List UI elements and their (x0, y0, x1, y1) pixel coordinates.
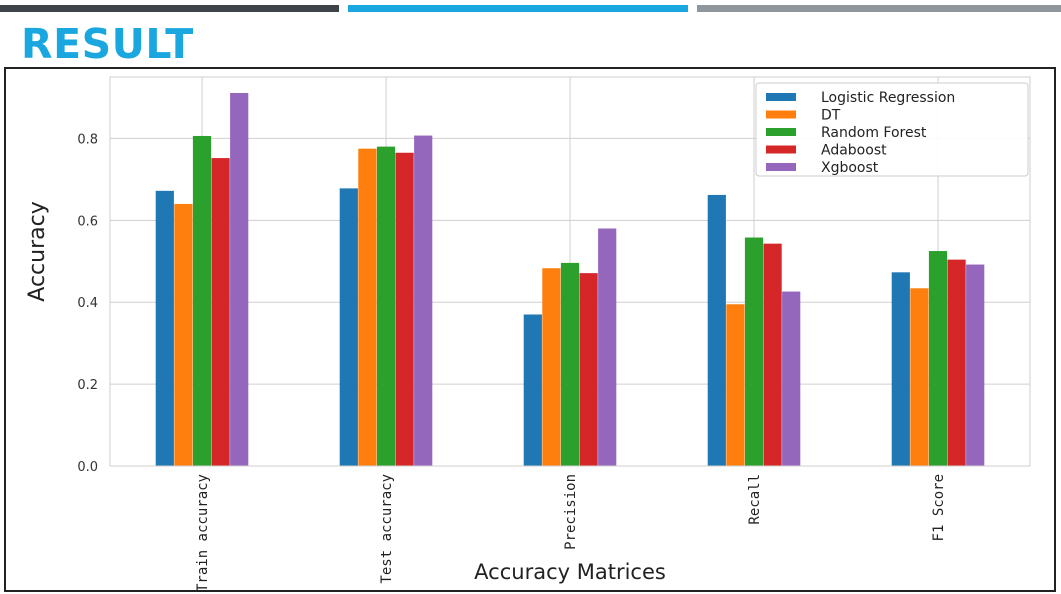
y-tick-label: 0.4 (77, 296, 98, 311)
legend-label: DT (821, 108, 841, 124)
bar-dt (910, 288, 929, 466)
x-axis-label: Accuracy Matrices (474, 560, 666, 584)
bar-adaboost (947, 259, 966, 466)
y-tick-label: 0.0 (77, 460, 98, 475)
bar-adaboost (395, 152, 414, 466)
x-tick-label: Train accuracy (195, 474, 211, 590)
x-tick-label: Test accuracy (379, 474, 395, 584)
bar-logistic-regression (707, 194, 726, 467)
legend-label: Xgboost (821, 160, 879, 176)
x-tick-label: F1 Score (931, 474, 947, 541)
bar-dt (542, 268, 561, 466)
header-accent-bar-gray (697, 5, 1061, 12)
bar-random-forest (744, 237, 764, 466)
bar-xgboost (598, 228, 617, 466)
legend-swatch (766, 163, 796, 171)
bar-xgboost (966, 264, 985, 466)
bar-random-forest (376, 146, 396, 466)
y-tick-label: 0.8 (77, 132, 98, 147)
legend-swatch (766, 145, 796, 154)
legend-swatch (766, 93, 796, 101)
bar-adaboost (763, 243, 782, 466)
header-accent-bar-dark (0, 5, 339, 12)
legend-box (755, 82, 1029, 177)
bar-logistic-regression (523, 314, 542, 466)
legend-label: Random Forest (821, 125, 927, 141)
bar-random-forest (560, 262, 580, 466)
legend-label: Adaboost (821, 143, 887, 159)
bar-logistic-regression (155, 190, 174, 466)
bar-dt (358, 148, 377, 466)
bar-logistic-regression (891, 272, 910, 466)
x-tick-label: Recall (747, 474, 763, 525)
y-axis-label: Accuracy (25, 201, 50, 301)
bar-xgboost (782, 291, 801, 466)
header-accent-bar-blue (348, 5, 688, 12)
bar-dt (174, 203, 193, 467)
bar-logistic-regression (339, 188, 358, 466)
slide-title: RESULT (21, 20, 194, 68)
chart-frame: 0.0 0.2 0.4 0.6 0.8 Train accuracy Test accura… (4, 67, 1056, 592)
bar-xgboost (414, 135, 433, 466)
bar-xgboost (230, 92, 249, 466)
bar-adaboost (211, 158, 230, 466)
bar-random-forest (192, 135, 212, 466)
legend-swatch (766, 110, 796, 119)
y-tick-label: 0.2 (77, 378, 98, 393)
legend-swatch (766, 128, 796, 136)
x-tick-label: Precision (563, 474, 579, 550)
y-tick-label: 0.6 (77, 214, 98, 229)
plot-border (109, 76, 1031, 467)
bar-random-forest (928, 251, 948, 466)
bar-chart: 0.0 0.2 0.4 0.6 0.8 Train accuracy Test accura… (25, 76, 1031, 590)
bar-dt (726, 304, 745, 466)
legend-label: Logistic Regression (821, 90, 955, 106)
bar-adaboost (579, 273, 598, 466)
